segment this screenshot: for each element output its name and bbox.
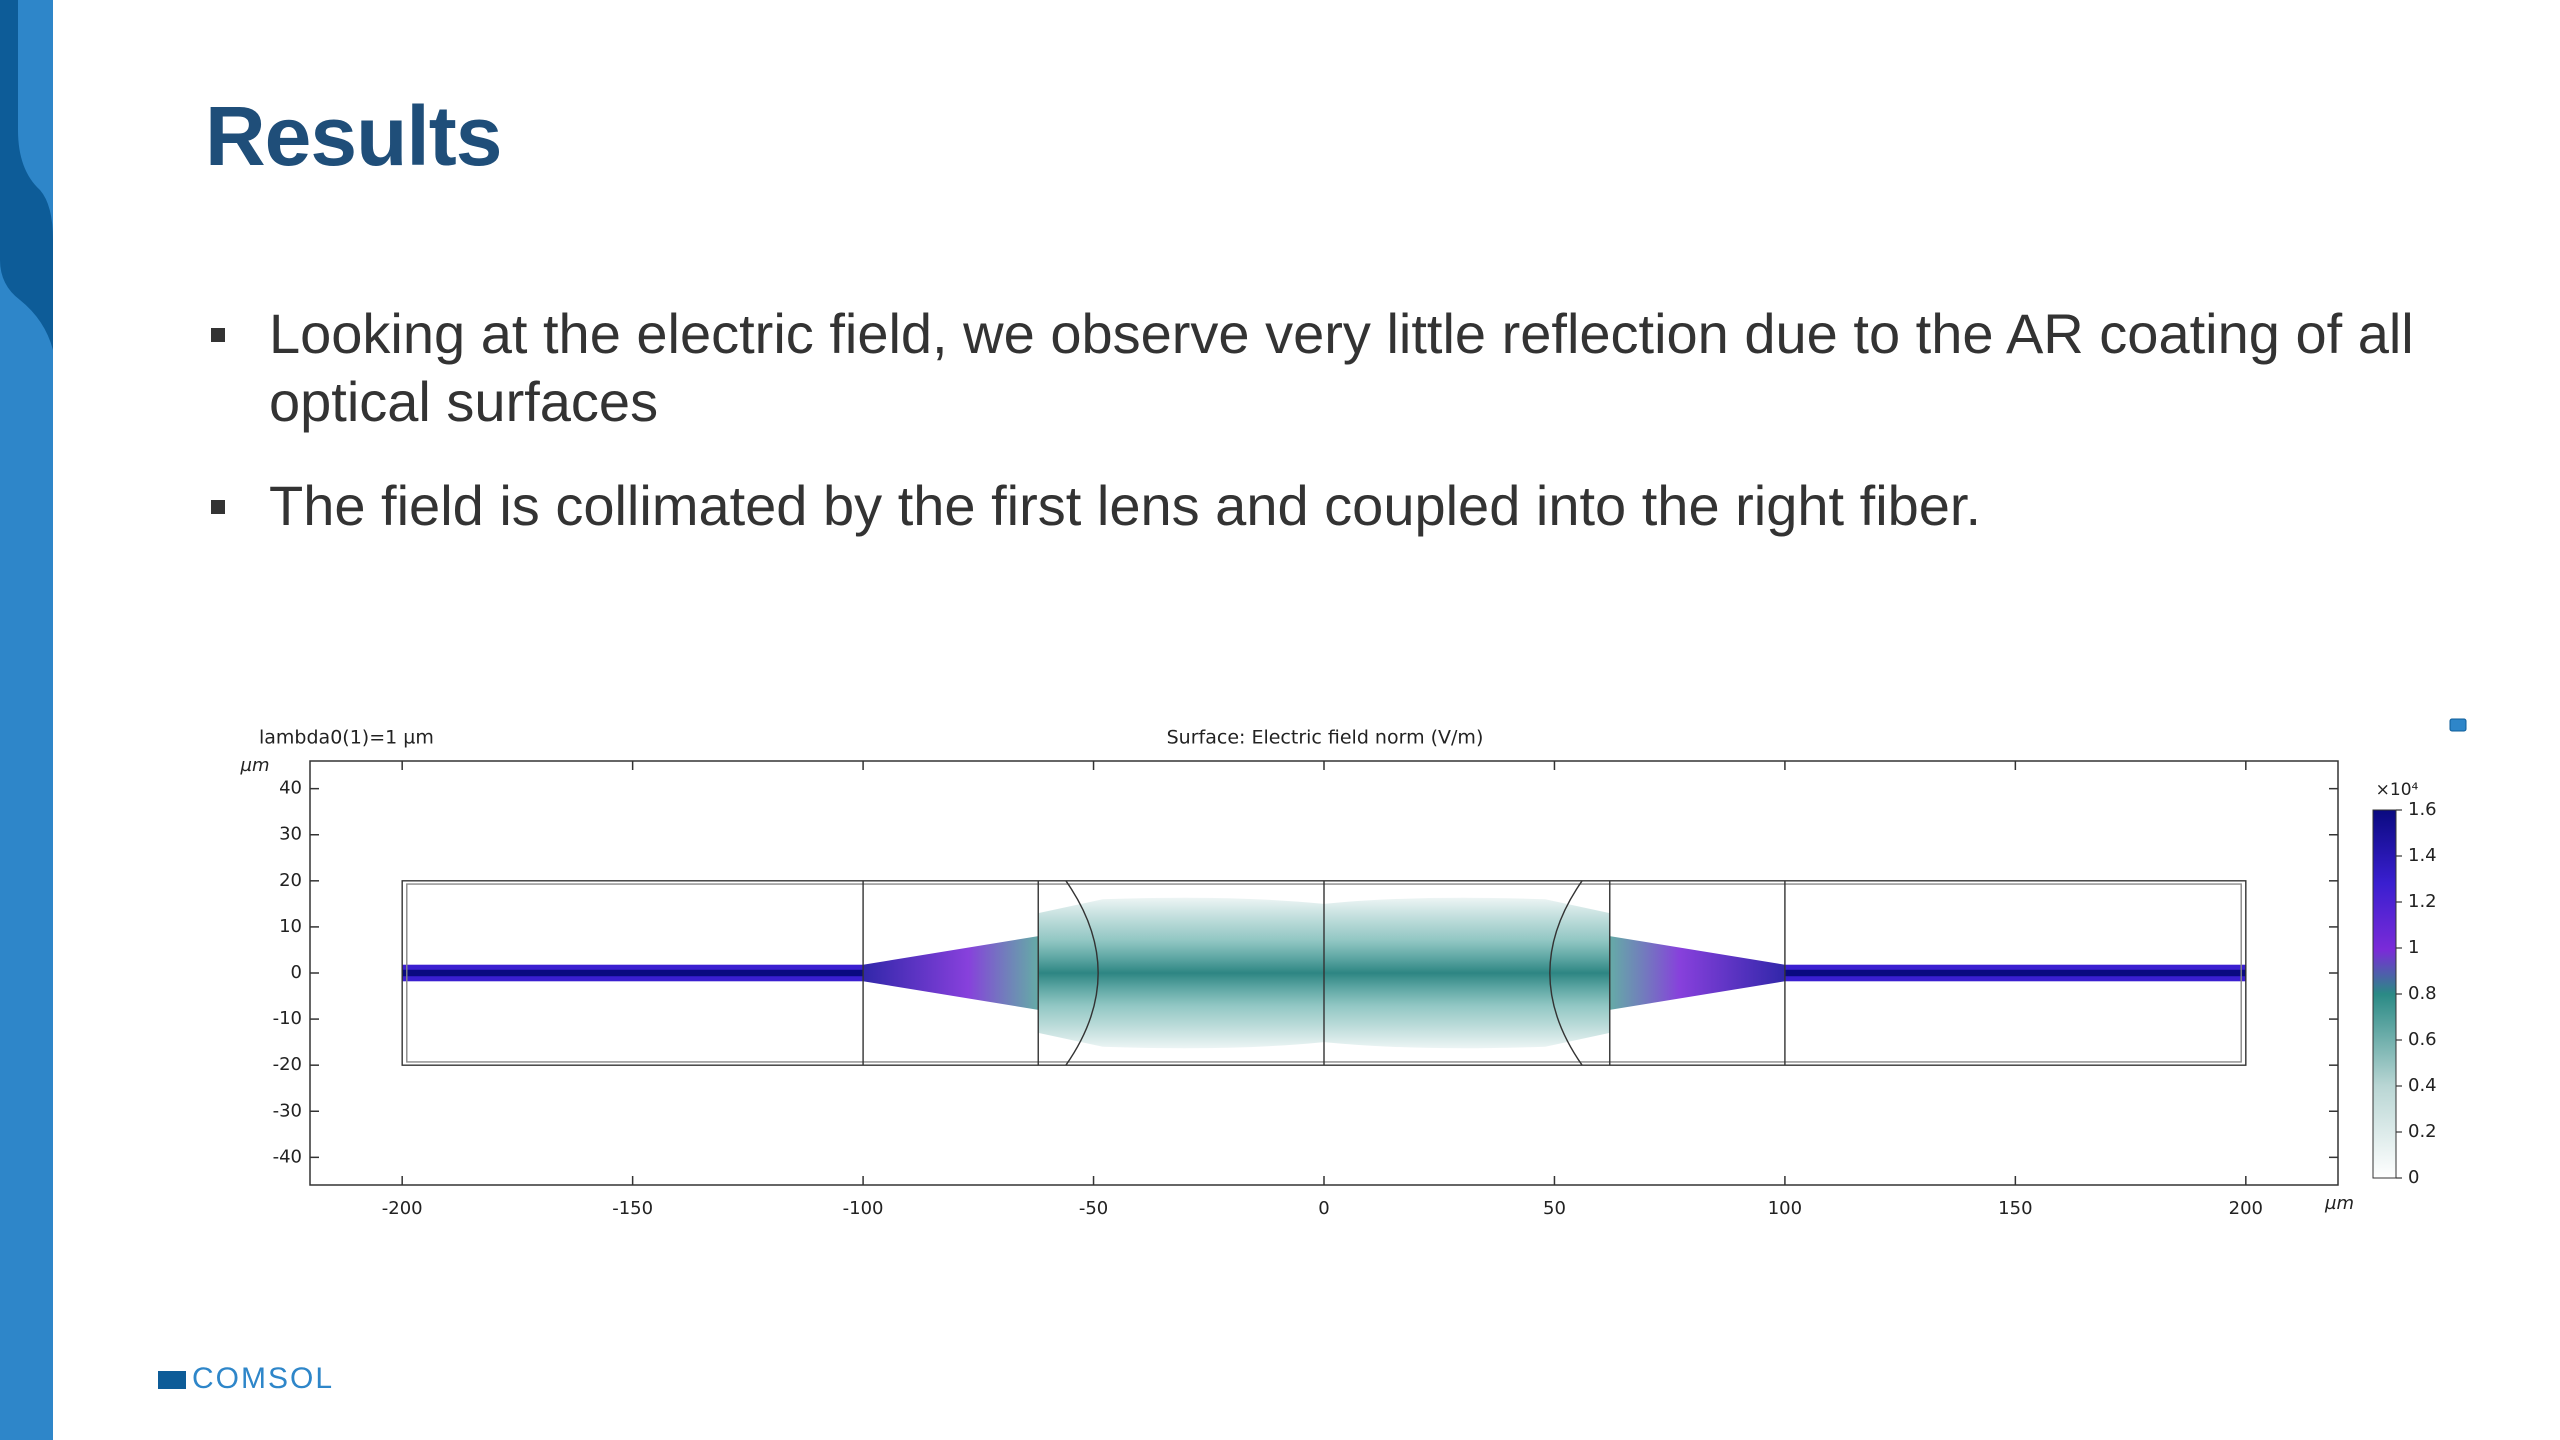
x-tick-label: 50 — [1543, 1198, 1566, 1219]
logo-mark — [158, 1371, 186, 1389]
colorbar-tick-label: 0.6 — [2408, 1029, 2437, 1050]
colorbar-tick-label: 1 — [2408, 937, 2419, 958]
y-tick-label: 20 — [279, 870, 302, 891]
x-tick-label: -100 — [843, 1198, 884, 1219]
slide-title: Results — [205, 89, 502, 183]
x-tick-label: -200 — [382, 1198, 423, 1219]
side-bar — [0, 0, 53, 1440]
colorbar-tick-label: 0.2 — [2408, 1121, 2437, 1142]
x-tick-label: 200 — [2229, 1198, 2263, 1219]
parameter-label: lambda0(1)=1 µm — [259, 727, 434, 749]
y-tick-label: 0 — [291, 962, 302, 983]
y-tick-label: -10 — [273, 1008, 302, 1029]
x-tick-label: 0 — [1318, 1198, 1329, 1219]
colorbar-tick-label: 0 — [2408, 1167, 2419, 1188]
bullet-list: Looking at the electric field, we observ… — [205, 300, 2445, 576]
plot-area — [402, 881, 2246, 1065]
colorbar-tick-label: 1.6 — [2408, 799, 2437, 820]
icon — [2449, 718, 2467, 732]
field-plot: lambda0(1)=1 µm Surface: Electric field … — [240, 718, 2467, 1219]
x-unit: µm — [2324, 1193, 2354, 1214]
y-tick-label: -30 — [273, 1100, 302, 1121]
colorbar-tick-label: 1.4 — [2408, 845, 2437, 866]
x-tick-label: -150 — [612, 1198, 653, 1219]
logo-text: COMSOL — [192, 1362, 335, 1395]
y-unit: µm — [240, 755, 270, 776]
y-tick-label: -20 — [273, 1054, 302, 1075]
bullet: The field is collimated by the first len… — [205, 472, 2445, 540]
y-tick-label: 30 — [279, 824, 302, 845]
colorbar-tick-label: 0.4 — [2408, 1075, 2437, 1096]
colorbar — [2372, 809, 2397, 1179]
x-tick-label: 150 — [1998, 1198, 2032, 1219]
plot-title: Surface: Electric field norm (V/m) — [1167, 727, 1484, 749]
y-tick-label: 10 — [279, 916, 302, 937]
x-tick-label: -50 — [1079, 1198, 1108, 1219]
y-tick-label: -40 — [273, 1146, 302, 1167]
bullet: Looking at the electric field, we observ… — [205, 300, 2445, 436]
logo: COMSOL — [158, 1362, 334, 1396]
colorbar-multiplier: ×10⁴ — [2376, 780, 2419, 800]
x-tick-label: 100 — [1768, 1198, 1802, 1219]
colorbar-tick-label: 0.8 — [2408, 983, 2437, 1004]
colorbar-tick-label: 1.2 — [2408, 891, 2437, 912]
y-tick-label: 40 — [279, 778, 302, 799]
